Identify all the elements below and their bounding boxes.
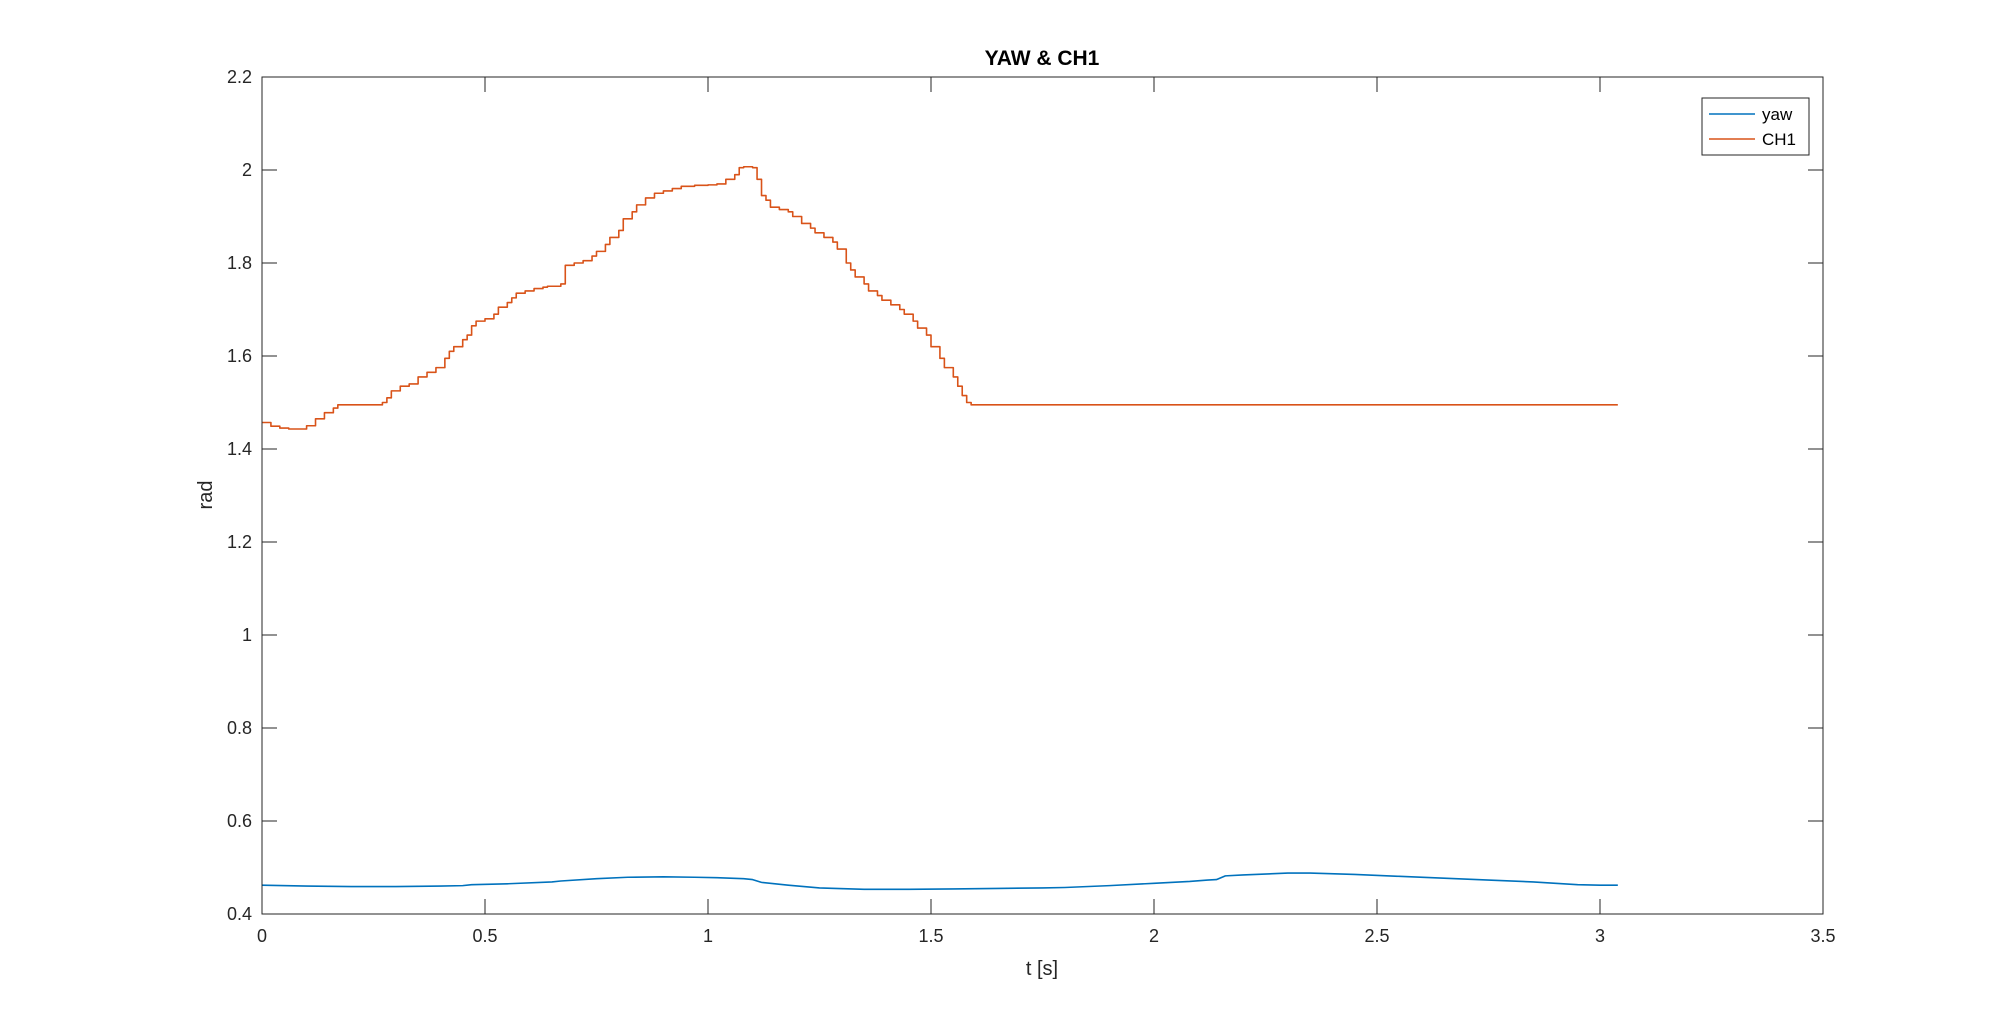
y-tick-label: 1.6 bbox=[227, 346, 252, 366]
chart-title: YAW & CH1 bbox=[985, 47, 1100, 70]
x-tick-label: 1 bbox=[703, 926, 713, 946]
plot-box bbox=[261, 76, 1824, 915]
y-tick-label: 2.2 bbox=[227, 67, 252, 87]
x-tick-labels: 0 0.5 1 1.5 2 2.5 3 3.5 bbox=[257, 926, 1836, 946]
y-tick-label: 1.2 bbox=[227, 532, 252, 552]
legend-label-ch1: CH1 bbox=[1762, 130, 1796, 149]
y-tick-label: 0.4 bbox=[227, 904, 252, 924]
y-tick-label: 1 bbox=[242, 625, 252, 645]
x-tick-label: 0.5 bbox=[472, 926, 497, 946]
series-line-ch1 bbox=[262, 165, 1618, 430]
x-tick-label: 0 bbox=[257, 926, 267, 946]
x-tick-label: 2 bbox=[1149, 926, 1159, 946]
y-tick-label: 2 bbox=[242, 160, 252, 180]
legend-label-yaw: yaw bbox=[1762, 105, 1793, 124]
y-tick-label: 0.6 bbox=[227, 811, 252, 831]
legend-box bbox=[1701, 97, 1810, 156]
y-tick-label: 0.8 bbox=[227, 718, 252, 738]
y-tick-label: 1.4 bbox=[227, 439, 252, 459]
x-tick-label: 2.5 bbox=[1364, 926, 1389, 946]
x-tick-label: 1.5 bbox=[918, 926, 943, 946]
series-line-yaw bbox=[261, 872, 1618, 891]
y-tick-label: 1.8 bbox=[227, 253, 252, 273]
y-tick-labels: 0.4 0.6 0.8 1 1.2 1.4 1.6 1.8 2 2.2 bbox=[227, 67, 252, 924]
x-tick-label: 3 bbox=[1595, 926, 1605, 946]
plot-area bbox=[262, 77, 1823, 914]
legend: yaw CH1 bbox=[1701, 97, 1810, 156]
x-axis-label: t [s] bbox=[1026, 958, 1058, 980]
x-tick-label: 3.5 bbox=[1810, 926, 1835, 946]
series-layer bbox=[261, 165, 1618, 891]
y-axis-label: rad bbox=[195, 481, 217, 510]
